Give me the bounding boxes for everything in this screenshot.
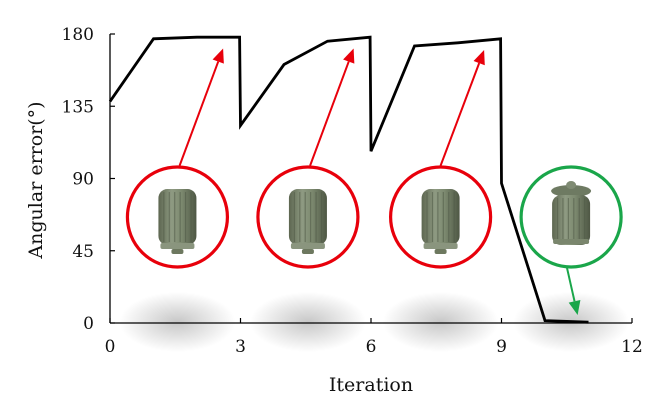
y-tick-label: 0 — [83, 314, 94, 334]
x-ticks: 0 3 6 9 12 — [105, 318, 643, 357]
x-axis-title: Iteration — [329, 374, 413, 396]
y-ticks: 0 45 90 135 180 — [62, 25, 115, 334]
annotation-arrow — [309, 48, 355, 167]
annotation-arrow — [439, 50, 485, 167]
x-tick-label: 0 — [105, 337, 116, 357]
x-tick-label: 12 — [621, 337, 643, 357]
y-tick-label: 90 — [72, 170, 94, 190]
plot-series — [108, 35, 589, 324]
canister-object — [288, 189, 327, 255]
x-tick-label: 9 — [496, 337, 507, 357]
annotations — [125, 48, 623, 315]
y-tick-label: 135 — [62, 97, 94, 117]
annotation-circle — [519, 165, 623, 269]
canister-object — [158, 189, 197, 255]
axes: 0 3 6 9 12 0 45 90 135 180 — [62, 25, 643, 357]
annotation-arrow — [178, 48, 224, 167]
x-tick-label: 3 — [235, 337, 246, 357]
canister-object — [421, 189, 460, 255]
object-shadow — [119, 292, 236, 352]
annotation-circle — [125, 165, 230, 269]
x-tick-label: 6 — [366, 337, 377, 357]
object-shadow — [382, 292, 499, 352]
y-tick-label: 180 — [62, 25, 94, 45]
object-shadow — [249, 292, 366, 352]
y-tick-label: 45 — [72, 242, 94, 262]
y-axis-title: Angular error(°) — [25, 101, 47, 259]
error-line — [108, 35, 589, 324]
annotation-circle — [256, 165, 360, 269]
annotation-arrow — [565, 266, 581, 315]
canister-object — [551, 181, 592, 246]
annotation-circle — [389, 165, 493, 269]
